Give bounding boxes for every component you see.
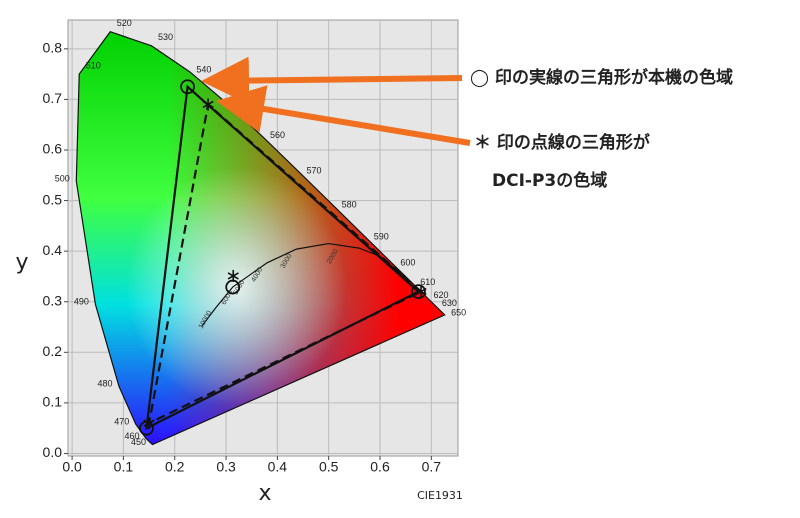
x-tick-label: 0.1 [114,459,134,475]
y-tick-label: 0.4 [43,242,63,258]
wavelength-label: 650 [451,307,466,317]
y-tick-label: 0.2 [43,343,63,359]
wavelength-label: 470 [114,417,129,427]
x-tick-label: 0.5 [319,459,339,475]
x-tick-label: 0.0 [62,459,82,475]
gamut-triangle [147,102,424,426]
x-tick-label: 0.3 [216,459,236,475]
wavelength-label: 580 [342,200,357,210]
x-tick-label: 0.6 [370,459,390,475]
x-axis-label: x [258,481,271,506]
marker-stroke [415,287,427,296]
x-tick-label: 0.4 [268,459,288,475]
point-marker [411,284,426,300]
wavelength-label: 630 [442,298,457,308]
point-marker [227,269,239,282]
planckian-locus [201,242,408,327]
footnote: CIE1931 [417,489,463,502]
wavelength-label: 500 [55,174,70,184]
wavelength-label: 510 [86,60,101,70]
marker-stroke [227,272,239,280]
wavelength-label: 610 [420,277,435,287]
wavelength-label: 530 [158,32,173,42]
x-tick-label: 0.7 [422,459,442,475]
y-tick-label: 0.7 [43,90,63,106]
y-tick-label: 0.8 [43,40,63,56]
wavelength-label: 480 [97,379,112,389]
wavelength-label: 450 [131,437,146,447]
annotation: DCI-P3の色域 [492,170,607,191]
y-tick-label: 0.5 [43,191,63,207]
point-marker [415,285,427,298]
wavelength-label: 570 [306,165,321,175]
color-fill [126,166,347,407]
point-marker [143,417,155,430]
y-axis-label: y [15,250,28,275]
wavelength-label: 620 [433,290,448,300]
wavelength-label: 540 [196,64,211,74]
x-tick-label: 0.2 [165,459,185,475]
annotation: ＊ 印の点線の三角形が [474,132,650,153]
wavelength-label: 600 [400,257,415,267]
y-tick-label: 0.6 [43,141,63,157]
wavelength-label: 460 [124,431,139,441]
arrow [201,56,463,105]
y-tick-label: 0.3 [43,292,63,308]
wavelength-label: 490 [74,297,89,307]
y-tick-label: 0.1 [43,394,63,410]
point-marker [180,79,195,95]
annotation: ◯ 印の実線の三角形が本機の色域 [470,67,733,88]
wavelength-label: 590 [374,231,389,241]
arrow [216,85,471,146]
wavelength-label: 520 [117,18,132,28]
marker-stroke [143,419,155,427]
wavelength-label: 560 [270,130,285,140]
y-tick-label: 0.0 [43,444,63,460]
